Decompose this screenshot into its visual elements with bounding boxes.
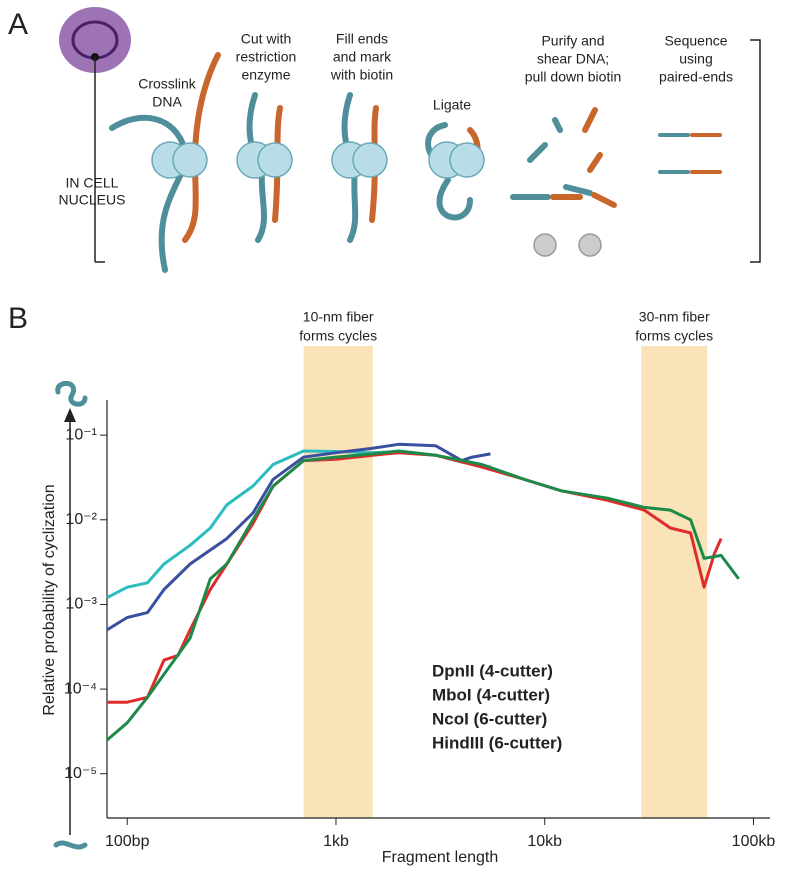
step-label: with biotin [330,67,393,83]
y-tick-label: 10⁻⁵ [64,765,97,782]
legend-entry: HindIII (6-cutter) [432,733,562,752]
step-label: Purify and [541,33,604,49]
step-label: shear DNA; [537,51,609,67]
step-label: paired-ends [659,69,733,85]
legend-entry: DpnII (4-cutter) [432,661,553,680]
panel-label: A [8,8,28,41]
step-label: Sequence [664,33,727,49]
series-line [106,449,740,742]
panel-a-drawing [59,7,761,273]
location-label: IN CELL [66,175,119,191]
y-arrow [53,380,88,850]
step-label: Crosslink [138,76,197,92]
series-line [106,449,491,600]
series-line [106,442,491,632]
y-tick-label: 10⁻³ [65,596,97,613]
step-label: using [679,51,712,67]
y-axis-label: Relative probability of cyclization [41,484,58,715]
panel-label: B [8,302,28,335]
step-label: Ligate [433,97,471,113]
band-label: 10-nm fiber [303,309,374,325]
band-label: forms cycles [299,328,377,344]
location-label: NUCLEUS [59,192,126,208]
band [641,346,708,818]
y-tick-label: 10⁻² [65,511,97,528]
band [303,346,373,818]
x-tick-label: 10kb [527,833,562,850]
band-label: 30-nm fiber [639,309,710,325]
bands [303,346,708,818]
step-label: Fill ends [336,31,388,47]
x-axis-label: Fragment length [382,849,499,866]
x-tick-label: 100kb [732,833,776,850]
step-label: restriction [236,49,297,65]
step-label: enzyme [241,67,290,83]
y-tick-label: 10⁻¹ [65,426,97,443]
step-label: Cut with [241,31,292,47]
legend-entry: NcoI (6-cutter) [432,709,547,728]
y-tick-label: 10⁻⁴ [64,680,97,697]
x-tick-label: 100bp [105,833,150,850]
x-tick-label: 1kb [323,833,349,850]
series-line [107,451,723,704]
step-label: pull down biotin [525,69,622,85]
band-label: forms cycles [635,328,713,344]
legend-entry: MboI (4-cutter) [432,685,550,704]
step-label: and mark [333,49,392,65]
step-label: DNA [152,94,182,110]
